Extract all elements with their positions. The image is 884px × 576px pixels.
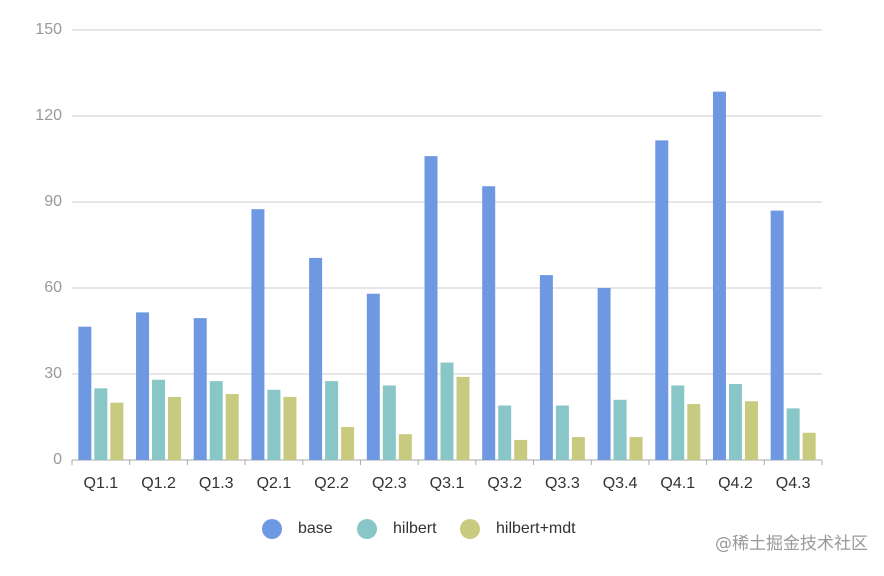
bar [456, 376, 470, 460]
bar [744, 401, 758, 460]
bar [309, 257, 323, 460]
x-tick-label: Q3.1 [430, 475, 465, 492]
x-tick-label: Q2.1 [257, 475, 292, 492]
legend-marker [460, 519, 480, 539]
bar [802, 432, 816, 460]
bar [514, 439, 528, 460]
bar [687, 404, 701, 460]
legend-label: hilbert+mdt [496, 520, 576, 537]
legend-marker [357, 519, 377, 539]
bar [655, 140, 669, 460]
bar [712, 91, 726, 460]
x-tick-label: Q3.4 [603, 475, 638, 492]
x-tick-label: Q2.2 [314, 475, 349, 492]
x-tick-label: Q2.3 [372, 475, 407, 492]
y-tick-label: 0 [53, 451, 62, 468]
x-tick-label: Q1.2 [141, 475, 176, 492]
legend-label: base [298, 520, 333, 537]
bar [267, 389, 281, 460]
bar [110, 402, 124, 460]
bar [786, 408, 800, 460]
bar [283, 396, 297, 460]
x-tick-label: Q1.3 [199, 475, 234, 492]
bar [382, 385, 396, 460]
bar [555, 405, 569, 460]
legend-label: hilbert [393, 520, 437, 537]
bar [209, 381, 223, 460]
y-tick-label: 120 [35, 107, 62, 124]
legend-marker [262, 519, 282, 539]
x-tick-label: Q3.2 [487, 475, 522, 492]
bar [613, 399, 627, 460]
bar [424, 156, 438, 460]
bar [251, 209, 265, 460]
bar [440, 362, 454, 460]
bar [341, 427, 355, 460]
watermark: @稀土掘金技术社区 [715, 534, 868, 554]
bar [597, 288, 611, 460]
y-tick-label: 60 [44, 279, 62, 296]
bar [366, 293, 380, 460]
bar [398, 434, 412, 460]
bar [571, 437, 585, 460]
x-tick-label: Q1.1 [84, 475, 119, 492]
bar [193, 318, 207, 460]
bar [225, 394, 239, 460]
y-tick-label: 30 [44, 365, 62, 382]
bar [539, 275, 553, 460]
x-tick-label: Q4.3 [776, 475, 811, 492]
x-tick-label: Q4.1 [660, 475, 695, 492]
bar [629, 437, 643, 460]
y-tick-label: 150 [35, 21, 62, 38]
bar [498, 405, 512, 460]
bar [94, 388, 108, 460]
bar [770, 210, 784, 460]
y-tick-label: 90 [44, 193, 62, 210]
bar [152, 379, 166, 460]
bar [78, 326, 92, 460]
bar [136, 312, 150, 460]
bar [325, 381, 339, 460]
bar [728, 384, 742, 460]
x-tick-label: Q3.3 [545, 475, 580, 492]
bar [168, 396, 182, 460]
bar [482, 186, 496, 460]
x-tick-label: Q4.2 [718, 475, 753, 492]
bar [671, 385, 685, 460]
